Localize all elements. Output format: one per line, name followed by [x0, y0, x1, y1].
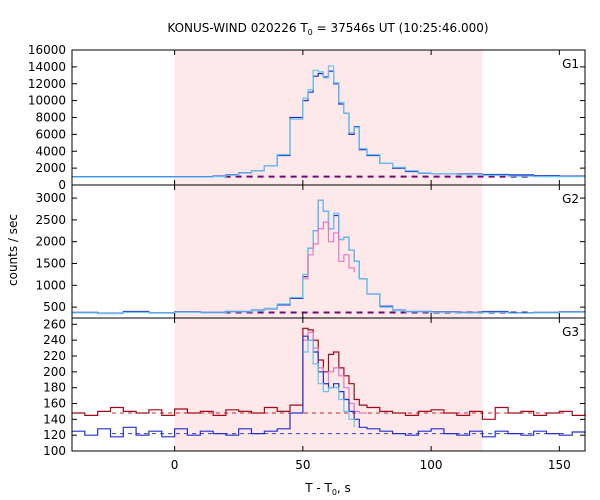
y-tick-label: 12000 [28, 77, 66, 91]
panel-label: G3 [562, 325, 579, 339]
y-tick-label: 1000 [35, 278, 66, 292]
x-tick-label: 100 [420, 458, 443, 472]
panel-g2: 500 1000 1500 2000 2500 3000 G2 [35, 184, 586, 319]
shaded-interval-g2 [174, 185, 483, 318]
y-tick-label: 0 [58, 178, 66, 192]
y-tick-label: 14000 [28, 60, 66, 74]
y-tick-label: 2000 [35, 161, 66, 175]
y-tick-label: 6000 [35, 127, 66, 141]
x-axis-label: T - T0, s [304, 481, 351, 497]
figure-title-rest: = 37546s UT (10:25:46.000) [313, 21, 489, 35]
series-g2-2 [302, 221, 355, 280]
y-tick-label: 260 [43, 317, 66, 331]
y-tick-label: 2000 [35, 235, 66, 249]
y-tick-label: 10000 [28, 94, 66, 108]
y-tick-label: 500 [43, 300, 66, 314]
y-tick-label: 1500 [35, 256, 66, 270]
y-tick-label: 16000 [28, 43, 66, 57]
y-tick-label: 160 [43, 397, 66, 411]
series-g3-3 [302, 339, 355, 428]
panel-label: G1 [562, 57, 579, 71]
x-tick-label: 150 [548, 458, 571, 472]
y-tick-label: 200 [43, 365, 66, 379]
panel-frame-g3 [71, 317, 586, 452]
y-tick-label: 3000 [35, 191, 66, 205]
panels-group: 0200040006000800010000120001400016000G15… [28, 43, 586, 472]
x-tick-label: 50 [295, 458, 310, 472]
x-axis-label-subscript: 0 [332, 488, 337, 497]
x-axis-label-main: T - T [304, 481, 332, 495]
series-g2-1 [72, 199, 586, 315]
series-g3-0 [72, 327, 586, 420]
y-axis-label: counts / sec [6, 214, 20, 286]
y-tick-label: 140 [43, 412, 66, 426]
y-tick-label: 100 [43, 444, 66, 458]
y-tick-label: 120 [43, 428, 66, 442]
y-tick-label: 8000 [35, 111, 66, 125]
y-tick-label: 220 [43, 349, 66, 363]
y-tick-label: 180 [43, 381, 66, 395]
series-g1-1 [72, 65, 585, 178]
panel-g1: 0 2000 4000 6000 8000 10000 12000 14000 16000 G1 [28, 43, 586, 192]
figure-title: KONUS-WIND 020226 T0 = 37546s UT (10:25:… [167, 21, 488, 37]
x-tick-label: 0 [171, 458, 179, 472]
x-axis-label-rest: , s [337, 481, 351, 495]
figure-title-subscript: 0 [308, 28, 313, 37]
y-tick-label: 2500 [35, 213, 66, 227]
figure-title-main: KONUS-WIND 020226 T [167, 21, 308, 35]
y-tick-label: 4000 [35, 144, 66, 158]
y-tick-label: 240 [43, 333, 66, 347]
panel-label: G2 [562, 192, 579, 206]
